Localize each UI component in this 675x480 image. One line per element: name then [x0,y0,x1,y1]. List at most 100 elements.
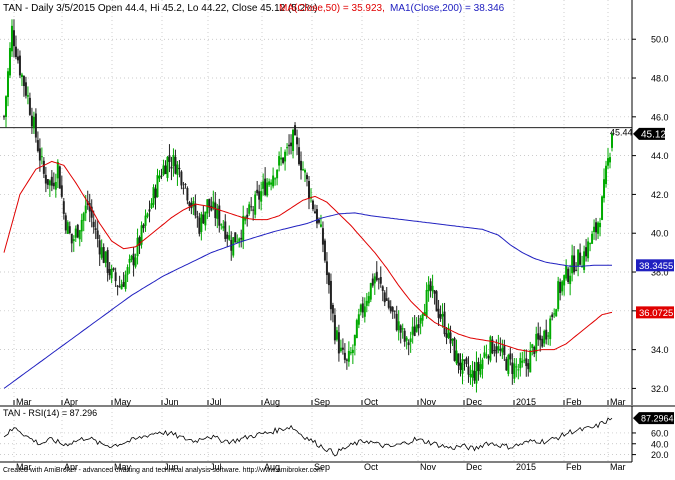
candle-body [505,358,508,371]
candle-body [204,211,207,226]
candle-body [180,171,183,186]
x-tick-label-price: Apr [64,397,78,407]
candle-body [529,350,532,373]
candle-body [599,222,602,228]
candle-body [545,329,548,340]
candle-body [331,304,334,314]
candle-body [395,313,398,331]
candle-body [44,174,47,184]
candle-body [361,303,364,313]
candle-body [96,230,99,239]
candle-body [559,281,562,293]
candle-body [553,313,556,315]
candle-body [252,209,255,211]
price-tick-label: 40.0 [651,229,669,239]
candle-body [24,82,27,96]
candle-body [413,326,416,336]
candle-body [156,175,159,198]
candle-body [258,191,261,200]
candle-body [495,346,498,354]
ma200-line [3,212,612,389]
rsi-tick-label: 60.0 [651,428,669,438]
candle-body [525,358,528,367]
candlestick-series [3,19,613,393]
candle-body [457,353,460,366]
candle-body [140,225,143,245]
candle-body [391,307,394,312]
candle-body [569,275,572,285]
price-tick-label: 44.0 [651,151,669,161]
candle-body [325,261,328,276]
candle-body [236,241,239,243]
candle-body [296,137,299,145]
level-tag: 45.44 [610,128,633,138]
candle-body [200,214,203,232]
candle-body [377,278,380,280]
candle-body [441,313,444,317]
last-close-tag-shape [633,127,665,140]
candle-body [551,314,554,318]
candle-body [555,309,558,317]
candle-body [262,181,265,189]
candle-body [477,361,480,372]
candle-body [78,230,81,240]
candle-body [30,115,33,127]
candle-body [573,255,576,273]
candle-body [106,250,109,273]
candle-body [162,165,165,176]
candle-body [603,179,606,199]
candle-body [192,201,195,207]
candle-body [589,243,592,245]
candle-body [82,213,85,221]
candle-body [343,352,346,360]
candle-body [389,306,392,312]
candle-body [6,71,9,98]
x-tick-label-price: Jul [210,397,222,407]
rsi-last-tag-shape [633,412,674,425]
x-tick-label: Mar [16,462,32,472]
candle-body [339,347,342,352]
candle-body [443,311,446,335]
x-tick-label-price: 2015 [516,397,536,407]
candle-body [264,178,267,195]
candle-body [383,292,386,303]
candle-body [176,164,179,175]
candle-body [134,257,137,267]
candle-body [294,125,297,136]
candle-body [100,247,103,258]
candle-body [417,324,420,329]
candle-body [62,201,65,214]
candle-body [302,169,305,171]
candle-body [431,285,434,292]
x-tick-label-price: Nov [420,397,437,407]
candle-body [469,374,472,378]
candle-body [547,335,550,337]
x-tick-label-price: Oct [364,397,379,407]
candle-body [369,283,372,300]
candle-body [371,278,374,286]
candle-body [208,198,211,208]
candle-body [4,96,7,117]
candle-body [367,296,370,304]
candle-body [503,345,506,356]
candle-body [198,217,201,234]
x-tick-label: Aug [264,462,280,472]
rsi-tick-label: 20.0 [651,450,669,460]
candle-body [84,205,87,214]
x-tick-label-price: Feb [566,397,582,407]
candle-body [387,300,390,308]
candle-body [365,300,368,306]
candle-body [70,233,73,244]
candle-body [319,224,322,227]
ma50-line [3,160,613,353]
candle-body [146,213,149,217]
candle-body [150,203,153,209]
candle-body [216,208,219,219]
candle-body [60,185,63,197]
x-tick-label: Sep [314,462,330,472]
candle-body [611,133,613,148]
candle-body [479,364,482,375]
candle-body [583,251,586,270]
price-tick-label: 32.0 [651,384,669,394]
